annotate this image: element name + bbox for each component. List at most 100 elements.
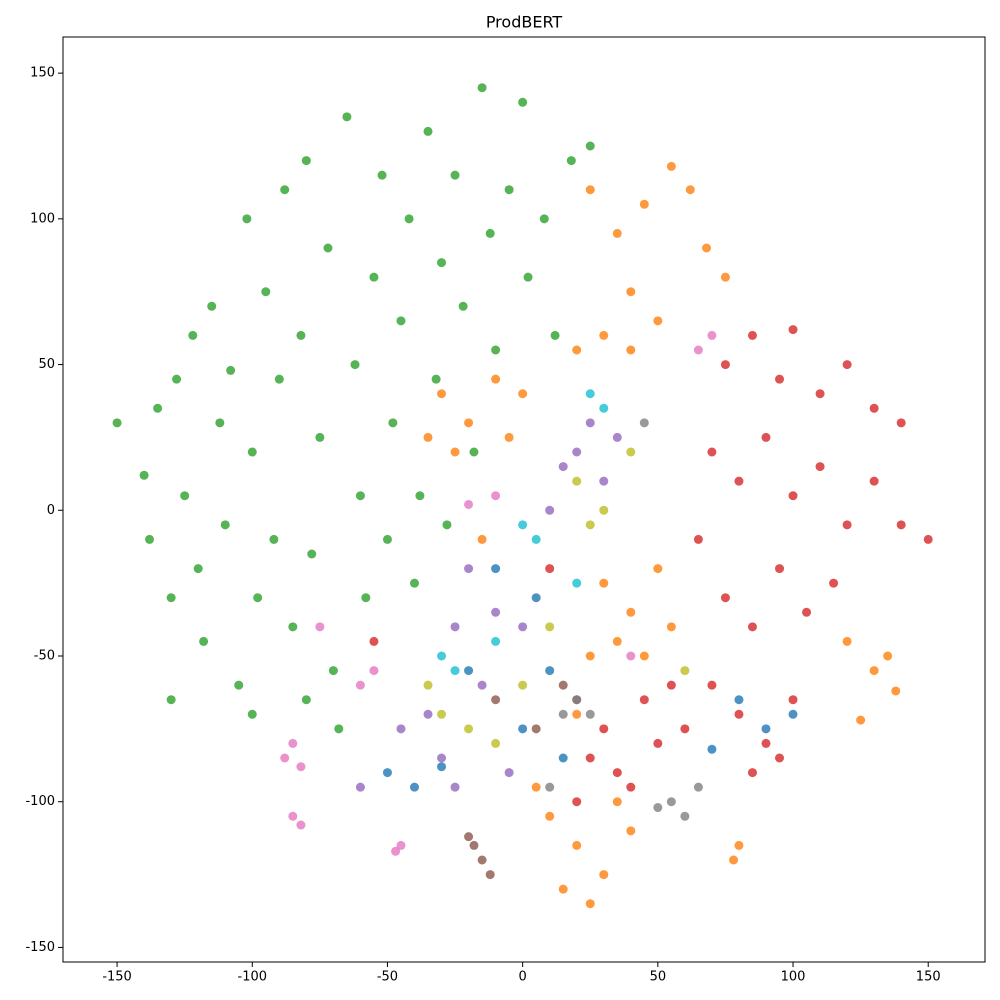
x-tick-label: 0: [519, 970, 527, 985]
point: [409, 782, 419, 792]
point: [153, 403, 163, 413]
point: [896, 418, 906, 428]
point: [775, 753, 785, 763]
point: [869, 666, 879, 676]
point: [139, 470, 149, 480]
point: [247, 447, 257, 457]
point: [491, 491, 501, 501]
point: [585, 709, 595, 719]
point: [396, 316, 406, 326]
point: [423, 680, 433, 690]
point: [307, 549, 317, 559]
point: [666, 622, 676, 632]
point: [342, 112, 352, 122]
point: [747, 330, 757, 340]
point: [653, 316, 663, 326]
point: [491, 374, 501, 384]
point: [377, 170, 387, 180]
point: [450, 447, 460, 457]
point: [545, 782, 555, 792]
point: [734, 476, 744, 486]
point: [572, 840, 582, 850]
point: [491, 695, 501, 705]
point: [491, 607, 501, 617]
point: [388, 418, 398, 428]
point: [469, 447, 479, 457]
point: [599, 724, 609, 734]
point: [193, 564, 203, 574]
point: [720, 593, 730, 603]
point: [666, 161, 676, 171]
point: [485, 228, 495, 238]
point: [361, 593, 371, 603]
point: [545, 666, 555, 676]
point: [288, 738, 298, 748]
point: [707, 744, 717, 754]
point: [891, 686, 901, 696]
point: [261, 287, 271, 297]
x-tick-label: 150: [916, 970, 941, 985]
point: [572, 345, 582, 355]
point: [491, 564, 501, 574]
point: [180, 491, 190, 501]
point: [612, 797, 622, 807]
point: [112, 418, 122, 428]
point: [323, 243, 333, 253]
point: [869, 403, 879, 413]
plot-frame: [62, 36, 986, 963]
point: [355, 782, 365, 792]
x-tick-label: 100: [781, 970, 806, 985]
point: [518, 680, 528, 690]
point: [531, 534, 541, 544]
point: [504, 432, 514, 442]
point: [382, 768, 392, 778]
point: [842, 360, 852, 370]
y-tick-label: -100: [25, 794, 55, 809]
point: [247, 709, 257, 719]
point: [437, 651, 447, 661]
point: [626, 345, 636, 355]
point: [369, 272, 379, 282]
point: [280, 185, 290, 195]
point: [269, 534, 279, 544]
point: [242, 214, 252, 224]
point: [585, 141, 595, 151]
point: [599, 403, 609, 413]
point: [666, 797, 676, 807]
point: [693, 345, 703, 355]
point: [518, 97, 528, 107]
point: [523, 272, 533, 282]
point: [923, 534, 933, 544]
point: [702, 243, 712, 253]
point: [396, 840, 406, 850]
point: [301, 695, 311, 705]
point: [896, 520, 906, 530]
point: [423, 709, 433, 719]
point: [545, 622, 555, 632]
point: [572, 797, 582, 807]
point: [469, 840, 479, 850]
y-tick-label: -150: [25, 940, 55, 955]
point: [415, 491, 425, 501]
point: [172, 374, 182, 384]
point: [274, 374, 284, 384]
point: [693, 782, 703, 792]
point: [545, 564, 555, 574]
x-tick-label: -50: [377, 970, 398, 985]
point: [639, 418, 649, 428]
point: [545, 505, 555, 515]
point: [234, 680, 244, 690]
point: [188, 330, 198, 340]
point: [301, 156, 311, 166]
point: [585, 753, 595, 763]
point: [585, 418, 595, 428]
y-tick-label: 0: [47, 503, 55, 518]
y-tick-label: -50: [34, 648, 55, 663]
point: [599, 476, 609, 486]
point: [815, 462, 825, 472]
point: [369, 636, 379, 646]
x-tick-label: -100: [238, 970, 268, 985]
point: [531, 724, 541, 734]
point: [315, 622, 325, 632]
point: [145, 534, 155, 544]
